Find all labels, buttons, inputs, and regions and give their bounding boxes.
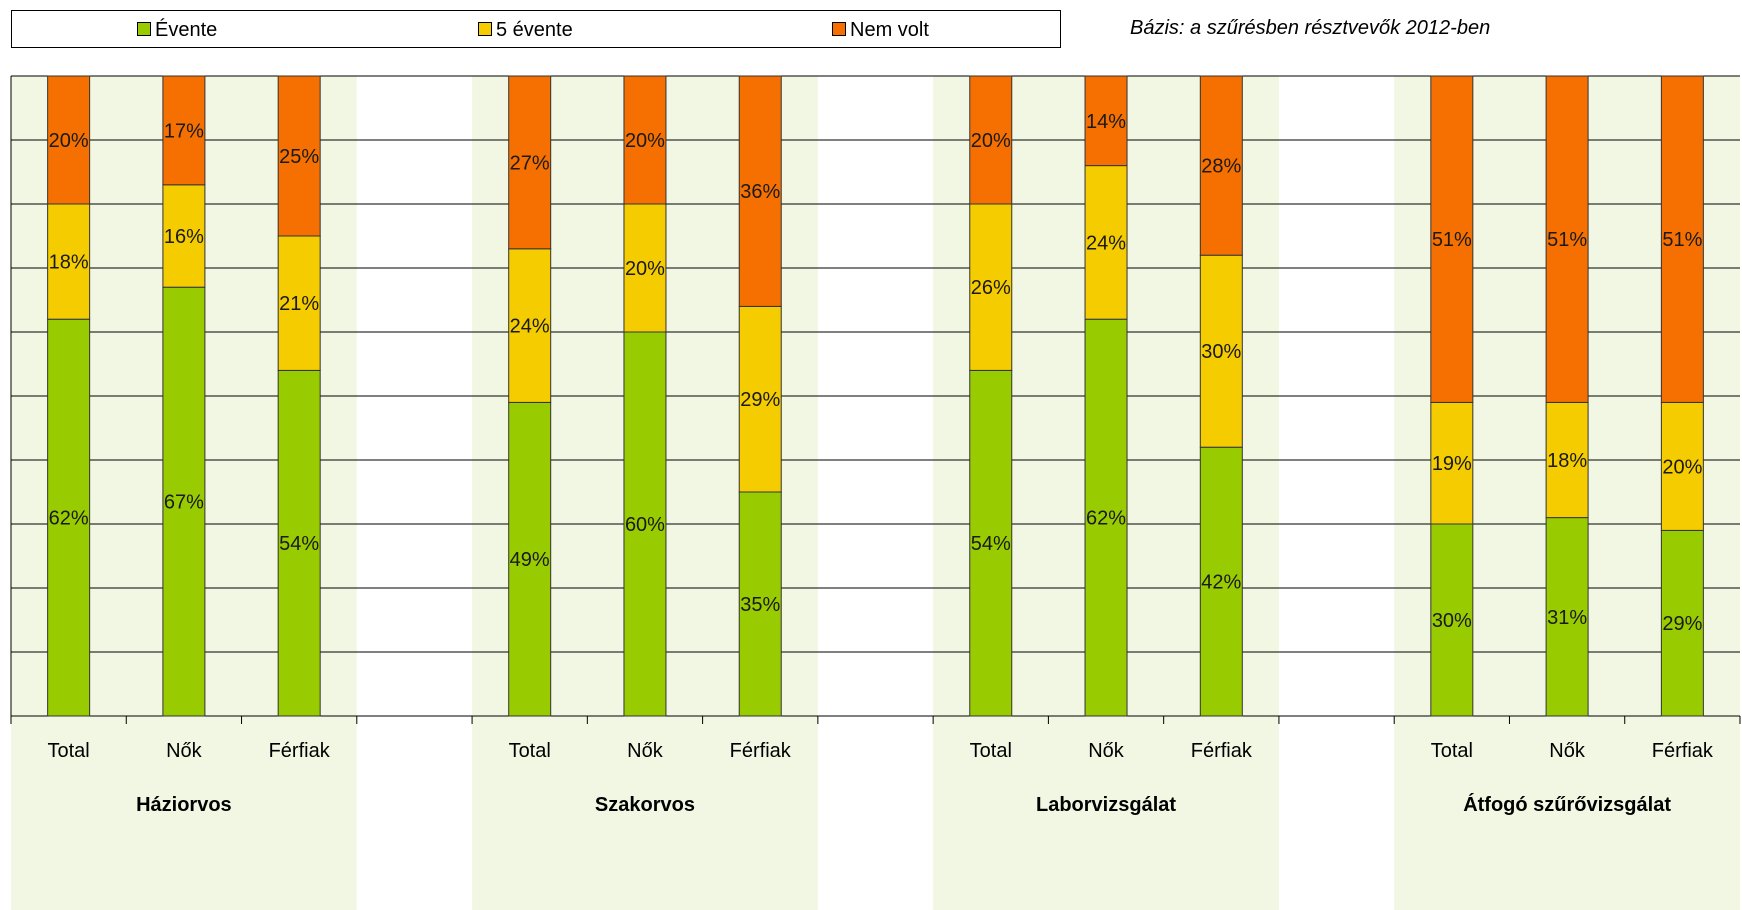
category-label: Férfiak <box>1652 740 1714 762</box>
bar-segment-évente <box>277 369 321 717</box>
data-label: 26% <box>971 277 1011 299</box>
bar-segment-nem-volt <box>1430 75 1474 403</box>
legend-label-nem-volt: Nem volt <box>850 19 929 41</box>
bar-segment-nem-volt <box>1199 75 1243 256</box>
bar-segment-nem-volt <box>1660 75 1704 403</box>
bar-segment-évente <box>508 401 552 717</box>
bar-segment-évente <box>1199 446 1243 717</box>
data-label: 31% <box>1547 607 1587 629</box>
bar-segment-évente <box>969 369 1013 717</box>
category-label: Férfiak <box>1191 740 1253 762</box>
data-label: 51% <box>1547 229 1587 251</box>
bar-segment-évente <box>623 331 667 717</box>
bar-segment-nem-volt <box>1545 75 1589 403</box>
data-label: 24% <box>1086 232 1126 254</box>
bar-segment-nem-volt <box>738 75 782 307</box>
data-label: 36% <box>740 181 780 203</box>
data-label: 51% <box>1662 229 1702 251</box>
bar-segment-5-évente <box>162 184 206 288</box>
group-label: Háziorvos <box>136 794 232 816</box>
bar-segment-évente <box>1430 523 1474 717</box>
bar-segment-nem-volt <box>277 75 321 237</box>
data-label: 51% <box>1432 229 1472 251</box>
data-label: 21% <box>279 293 319 315</box>
category-label: Nők <box>1549 740 1586 762</box>
data-label: 19% <box>1432 453 1472 475</box>
category-label: Total <box>509 740 551 762</box>
bar-segment-5-évente <box>738 305 782 493</box>
data-label: 28% <box>1201 156 1241 178</box>
bar-segment-nem-volt <box>623 75 667 205</box>
legend-item-evente: Évente <box>137 19 217 41</box>
bar-segment-5-évente <box>1199 254 1243 448</box>
data-label: 18% <box>1547 450 1587 472</box>
bar-segment-nem-volt <box>47 75 91 205</box>
category-label: Nők <box>627 740 664 762</box>
data-label: 25% <box>279 146 319 168</box>
data-label: 24% <box>510 316 550 338</box>
data-label: 29% <box>1662 613 1702 635</box>
data-label: 60% <box>625 514 665 536</box>
base-note: Bázis: a szűrésben résztvevők 2012-ben <box>1130 17 1491 39</box>
bar-segment-évente <box>1545 517 1589 717</box>
bar-segment-nem-volt <box>162 75 206 186</box>
legend-swatch-evente <box>137 22 151 37</box>
category-label: Total <box>1431 740 1473 762</box>
bar-segment-évente <box>1660 529 1704 717</box>
legend-swatch-5-evente <box>478 22 492 37</box>
category-label: Férfiak <box>730 740 792 762</box>
category-label: Total <box>970 740 1012 762</box>
legend-item-nem-volt: Nem volt <box>832 19 929 41</box>
data-label: 20% <box>1662 456 1702 478</box>
data-label: 67% <box>164 492 204 514</box>
data-label: 20% <box>49 130 89 152</box>
legend: Évente 5 évente Nem volt <box>11 10 1061 48</box>
group-label: Laborvizsgálat <box>1036 794 1176 816</box>
legend-label-evente: Évente <box>155 19 218 41</box>
bar-segment-nem-volt <box>1084 75 1128 167</box>
data-label: 42% <box>1201 572 1241 594</box>
legend-label-5-evente: 5 évente <box>496 19 573 41</box>
bar-segment-évente <box>1084 318 1128 717</box>
group-label: Átfogó szűrővizsgálat <box>1463 793 1671 816</box>
data-label: 17% <box>164 120 204 142</box>
data-label: 18% <box>49 252 89 274</box>
bar-segment-5-évente <box>1660 401 1704 531</box>
data-label: 62% <box>1086 508 1126 530</box>
data-label: 54% <box>971 533 1011 555</box>
category-label: Total <box>48 740 90 762</box>
data-label: 30% <box>1432 610 1472 632</box>
bar-segment-5-évente <box>1430 401 1474 525</box>
bar-segment-5-évente <box>1084 165 1128 320</box>
category-label: Nők <box>166 740 203 762</box>
bar-segment-5-évente <box>623 203 667 333</box>
data-label: 20% <box>625 258 665 280</box>
bar-segment-5-évente <box>1545 401 1589 519</box>
data-label: 35% <box>740 594 780 616</box>
data-label: 29% <box>740 389 780 411</box>
data-label: 27% <box>510 152 550 174</box>
bar-segment-évente <box>47 318 91 717</box>
data-label: 62% <box>49 508 89 530</box>
bar-segment-nem-volt <box>969 75 1013 205</box>
data-label: 14% <box>1086 111 1126 133</box>
data-label: 54% <box>279 533 319 555</box>
data-label: 49% <box>510 549 550 571</box>
category-label: Férfiak <box>269 740 331 762</box>
category-label: Nők <box>1088 740 1125 762</box>
legend-item-5-evente: 5 évente <box>478 19 573 41</box>
group-label: Szakorvos <box>595 794 695 816</box>
bar-segment-évente <box>738 491 782 717</box>
data-label: 20% <box>971 130 1011 152</box>
data-label: 20% <box>625 130 665 152</box>
legend-swatch-nem-volt <box>832 22 846 37</box>
bar-segment-nem-volt <box>508 75 552 250</box>
data-label: 16% <box>164 226 204 248</box>
bar-segment-5-évente <box>277 235 321 371</box>
bar-segment-5-évente <box>508 248 552 403</box>
data-label: 30% <box>1201 341 1241 363</box>
